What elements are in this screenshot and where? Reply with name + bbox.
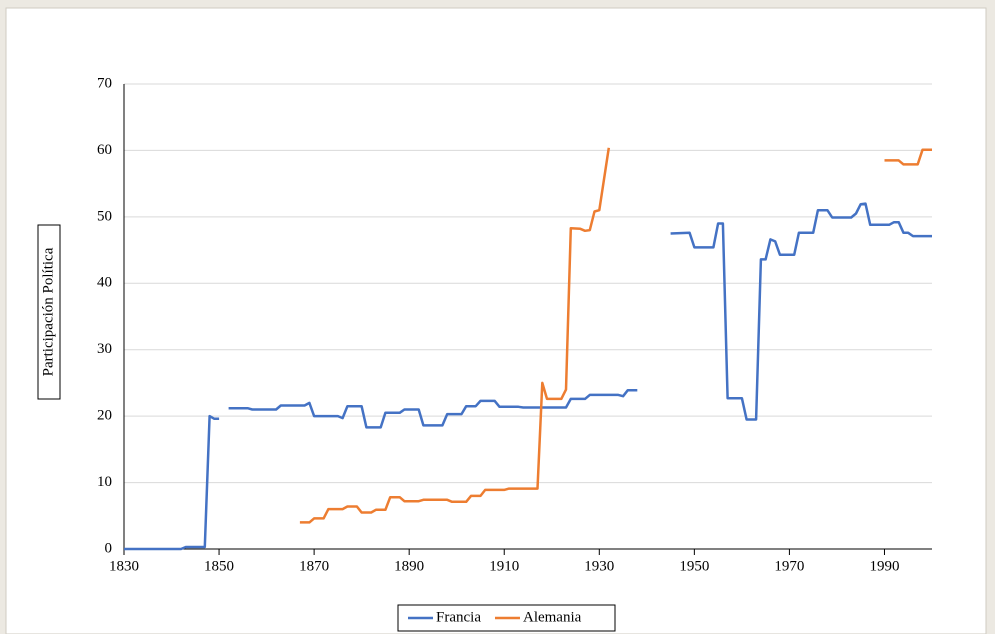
y-tick-label: 20 xyxy=(97,408,112,424)
x-tick-label: 1950 xyxy=(679,558,709,574)
series-line xyxy=(124,202,932,551)
x-tick-label: 1970 xyxy=(774,558,804,574)
x-tick-label: 1910 xyxy=(489,558,519,574)
legend-label: Francia xyxy=(436,609,481,625)
y-axis-label: Participación Política xyxy=(40,247,56,376)
x-tick-label: 1930 xyxy=(584,558,614,574)
chart-frame xyxy=(5,7,987,634)
x-tick-label: 1890 xyxy=(394,558,424,574)
y-tick-label: 0 xyxy=(105,540,113,556)
y-label-box xyxy=(37,224,61,400)
y-tick-label: 30 xyxy=(97,341,112,357)
x-tick-label: 1850 xyxy=(204,558,234,574)
y-tick-label: 10 xyxy=(97,474,112,490)
y-tick-label: 60 xyxy=(97,142,112,158)
x-tick-label: 1870 xyxy=(299,558,329,574)
y-tick-label: 40 xyxy=(97,275,112,291)
x-tick-label: 1990 xyxy=(869,558,899,574)
y-tick-label: 50 xyxy=(97,208,112,224)
x-tick-label: 1830 xyxy=(109,558,139,574)
legend-label: Alemania xyxy=(523,609,582,625)
y-tick-label: 70 xyxy=(97,75,112,91)
series-line xyxy=(299,147,932,524)
